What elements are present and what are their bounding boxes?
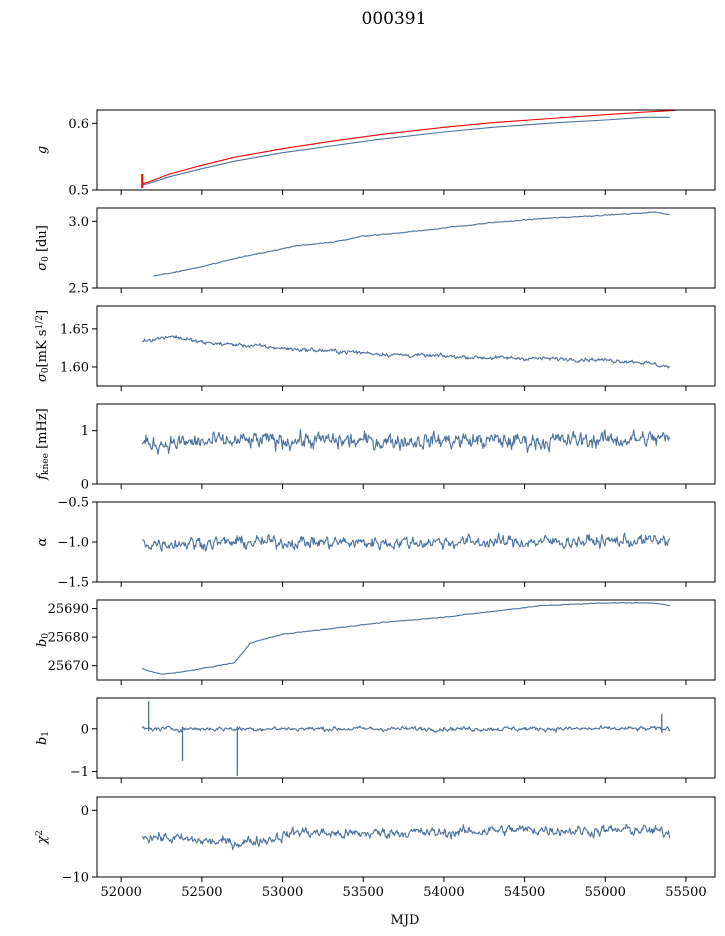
y-axis-label-alpha: α bbox=[35, 537, 50, 546]
panel-chi2: −10 0 χ2 bbox=[35, 796, 716, 886]
x-axis-label: MJD bbox=[391, 913, 420, 928]
y-tick-label-fknee-0: 0 bbox=[81, 478, 89, 493]
x-tick-labels: 52000 52500 53000 53500 54000 54500 55000 55500 bbox=[101, 885, 707, 900]
panel-sigma0_du: 2.5 3.0 σ0 [du] bbox=[35, 207, 716, 297]
series-g_fit bbox=[142, 116, 670, 186]
x-tick-label-2: 53000 bbox=[262, 885, 303, 900]
series-b1 bbox=[141, 725, 671, 733]
panel-b1: −1 0 b1 bbox=[35, 697, 716, 783]
x-tick-label-6: 55000 bbox=[585, 885, 626, 900]
y-axis-label-g: g bbox=[35, 146, 50, 154]
panel-g: 0.5 0.6 g bbox=[35, 109, 716, 199]
plot-area-fknee bbox=[141, 429, 671, 455]
x-tick-label-5: 54500 bbox=[504, 885, 545, 900]
axes-frame-fknee bbox=[96, 403, 716, 485]
plot-area-g bbox=[141, 110, 678, 188]
y-axis-label-sigma0_du: σ0 [du] bbox=[35, 225, 51, 271]
axes-frame-b0 bbox=[96, 599, 716, 681]
y-tick-label-g-1: 0.6 bbox=[68, 117, 89, 132]
axes-frame-g bbox=[96, 109, 716, 191]
y-axis-label-fknee: fknee [mHz] bbox=[35, 408, 51, 481]
axes-frame-sigma0_mk bbox=[96, 305, 716, 387]
series-b0 bbox=[142, 601, 670, 675]
y-tick-label-b0-0: 25670 bbox=[48, 659, 89, 674]
panel-alpha: −1.5 −1.0 −0.5 α bbox=[35, 496, 716, 591]
y-tick-label-sigma0_du-1: 3.0 bbox=[68, 215, 89, 230]
axes-frame-chi2 bbox=[96, 796, 716, 878]
y-tick-label-b1-0: −1 bbox=[70, 765, 89, 780]
y-tick-label-b0-2: 25690 bbox=[48, 602, 89, 617]
plot-area-chi2 bbox=[141, 823, 671, 851]
y-tick-label-chi2-0: −10 bbox=[62, 871, 89, 886]
y-tick-label-sigma0_mk-1: 1.65 bbox=[60, 322, 89, 337]
y-tick-label-chi2-1: 0 bbox=[81, 804, 89, 819]
y-axis-label-b1: b1 bbox=[35, 731, 51, 745]
x-tick-label-3: 53500 bbox=[343, 885, 384, 900]
panel-b0: 25670 25680 25690 b0 bbox=[35, 599, 716, 685]
x-tick-label-1: 52500 bbox=[181, 885, 222, 900]
y-tick-label-alpha-2: −0.5 bbox=[57, 496, 89, 511]
series-sigma0_du bbox=[153, 211, 670, 277]
plot-area-b0 bbox=[142, 601, 670, 675]
y-tick-label-g-0: 0.5 bbox=[68, 184, 89, 199]
plot-area-sigma0_mk bbox=[141, 335, 671, 369]
figure-title: 000391 bbox=[362, 9, 427, 29]
y-axis-label-b0: b0 bbox=[35, 633, 51, 647]
plot-area-sigma0_du bbox=[153, 211, 670, 277]
panel-fknee: 0 1 fknee [mHz] bbox=[35, 403, 716, 493]
y-tick-label-sigma0_mk-0: 1.60 bbox=[60, 360, 89, 375]
panels: 0.5 0.6 g 2.5 3.0 σ0 [du] 1.60 1.65 σ0[mK s1/2] 0… bbox=[35, 109, 716, 900]
series-fknee bbox=[141, 429, 671, 455]
axes-frame-b1 bbox=[96, 697, 716, 779]
y-tick-label-fknee-1: 1 bbox=[81, 424, 89, 439]
y-tick-label-b1-1: 0 bbox=[81, 722, 89, 737]
series-g_data bbox=[142, 110, 678, 184]
y-tick-label-alpha-0: −1.5 bbox=[57, 576, 89, 591]
y-tick-label-sigma0_du-0: 2.5 bbox=[68, 282, 89, 297]
y-tick-label-b0-1: 25680 bbox=[48, 631, 89, 646]
x-tick-label-4: 54000 bbox=[423, 885, 464, 900]
plot-area-b1 bbox=[141, 700, 671, 776]
plot-area-alpha bbox=[141, 532, 671, 552]
x-tick-label-7: 55500 bbox=[665, 885, 706, 900]
series-alpha bbox=[141, 532, 671, 552]
axes-frame-sigma0_du bbox=[96, 207, 716, 289]
series-chi2 bbox=[141, 823, 671, 851]
y-axis-label-chi2: χ2 bbox=[35, 830, 50, 845]
panel-sigma0_mk: 1.60 1.65 σ0[mK s1/2] bbox=[35, 305, 716, 391]
y-axis-label-sigma0_mk: σ0[mK s1/2] bbox=[35, 310, 51, 382]
x-tick-label-0: 52000 bbox=[101, 885, 142, 900]
series-sigma0_mk bbox=[141, 335, 671, 369]
y-tick-label-alpha-1: −1.0 bbox=[57, 536, 89, 551]
